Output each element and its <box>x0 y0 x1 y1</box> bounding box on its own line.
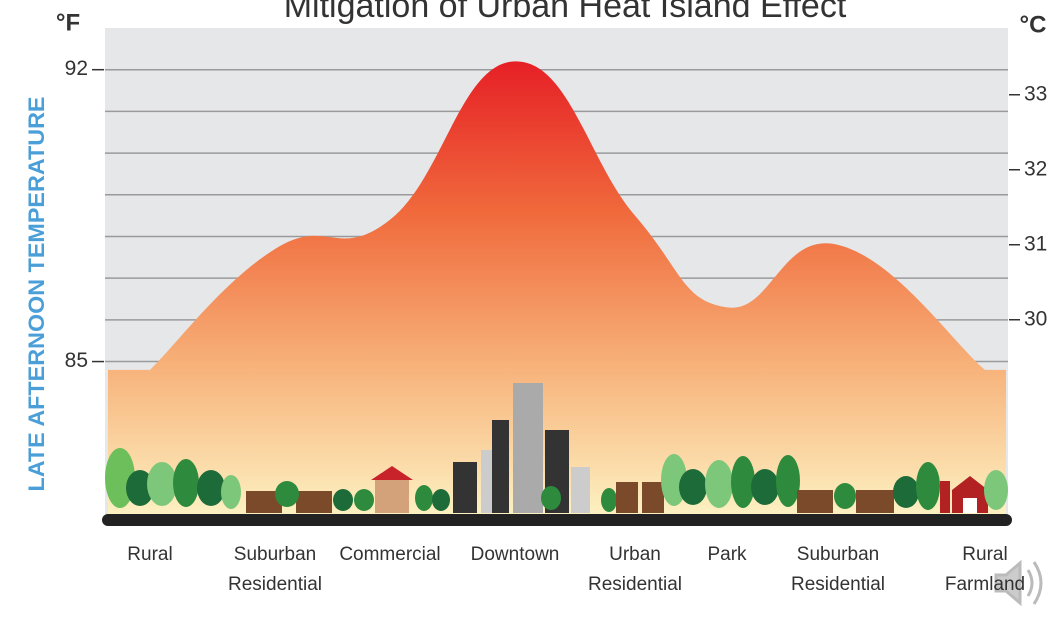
temperature-area <box>108 61 1006 520</box>
y-tick-label: 85 <box>65 349 88 372</box>
x-tick-label: Park <box>707 544 747 565</box>
x-tick-label: Commercial <box>339 544 441 565</box>
y2-tick-label: 30 <box>1024 307 1047 330</box>
y-unit: °F <box>56 9 80 36</box>
x-tick-label: Downtown <box>470 544 560 565</box>
speaker-icon <box>994 559 1043 607</box>
y2-unit: °C <box>1020 11 1047 38</box>
plot <box>105 61 1008 520</box>
x-tick-label: Rural <box>127 544 173 565</box>
decor <box>105 383 1008 513</box>
y-tick-label: 92 <box>65 57 88 80</box>
x-tick-label: Rural Farmland <box>944 544 1026 595</box>
y-axis-label: LATE AFTERNOON TEMPERATURE <box>24 97 49 492</box>
x-tick-label: Suburban Residential <box>791 544 885 595</box>
y2-tick-label: 33 <box>1024 82 1047 105</box>
y2-tick-label: 32 <box>1024 157 1047 180</box>
chart-title: Mitigation of Urban Heat Island Effect <box>284 0 847 25</box>
x-tick-label: Suburban Residential <box>228 544 322 595</box>
y2-tick-label: 31 <box>1024 232 1047 255</box>
x-tick-label: Urban Residential <box>588 544 682 595</box>
